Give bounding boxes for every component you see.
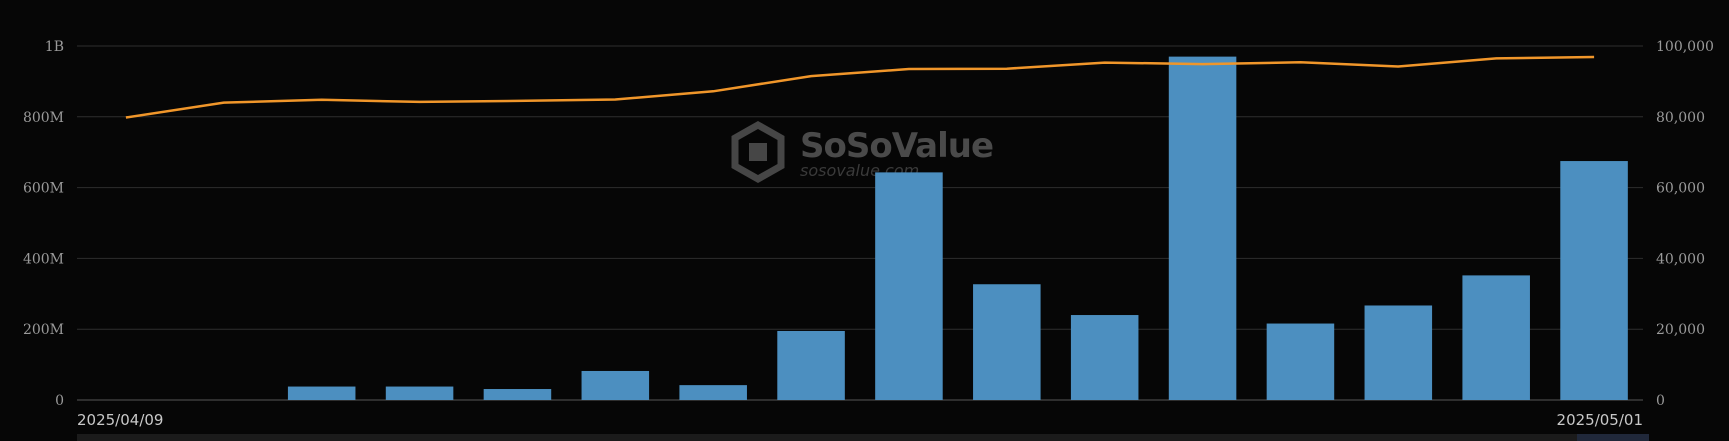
bar[interactable] [483, 389, 552, 400]
bar[interactable] [973, 284, 1041, 400]
bar[interactable] [581, 370, 650, 400]
bar[interactable] [287, 386, 356, 400]
x-start-label: 2025/04/09 [77, 411, 163, 429]
x-end-label: 2025/05/01 [1557, 411, 1643, 429]
bar[interactable] [777, 330, 845, 400]
bar[interactable] [1168, 56, 1237, 401]
y-right-tick-label: 20,000 [1656, 322, 1705, 338]
bar[interactable] [1070, 315, 1139, 400]
bar[interactable] [1462, 275, 1530, 400]
watermark: SoSoValue sosovalue.com [731, 120, 994, 184]
y-tick-label: 1B [45, 39, 64, 55]
y-axis-right: 0 20,000 40,000 60,000 80,000 100,000 [1656, 39, 1714, 409]
bar[interactable] [385, 386, 454, 400]
watermark-name: SoSoValue [800, 126, 993, 166]
bar[interactable] [679, 385, 747, 400]
y-tick-label: 0 [55, 393, 64, 409]
bar[interactable] [1266, 323, 1335, 400]
y-right-tick-label: 40,000 [1656, 251, 1705, 267]
y-right-tick-label: 80,000 [1656, 110, 1705, 126]
y-tick-label: 600M [23, 181, 64, 197]
y-right-tick-label: 100,000 [1656, 39, 1714, 55]
y-right-tick-label: 0 [1656, 393, 1665, 409]
y-right-tick-label: 60,000 [1656, 181, 1705, 197]
range-slider[interactable] [77, 434, 1649, 441]
bar[interactable] [1560, 161, 1628, 400]
y-tick-label: 400M [23, 251, 64, 267]
price-line [125, 55, 1595, 119]
logo-icon [731, 120, 785, 184]
bar[interactable] [875, 172, 943, 400]
y-tick-label: 800M [23, 110, 64, 126]
y-axis-left: 0 200M 400M 600M 800M 1B [23, 39, 64, 409]
y-tick-label: 200M [23, 322, 64, 338]
bar[interactable] [1364, 305, 1433, 400]
bar-series [287, 56, 1628, 401]
range-slider-handle[interactable] [1577, 434, 1649, 441]
